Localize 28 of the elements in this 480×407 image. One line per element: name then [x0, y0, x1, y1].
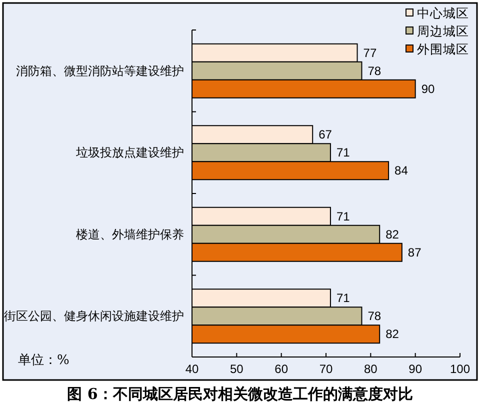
data-label: 71	[336, 146, 350, 160]
legend-label: 外围城区	[417, 42, 469, 56]
x-tick-label: 100	[450, 362, 470, 376]
data-label: 71	[336, 291, 350, 306]
data-label: 78	[368, 309, 382, 324]
data-label: 82	[386, 327, 400, 342]
text: 单位：%	[18, 353, 70, 368]
x-tick-label: 50	[230, 362, 244, 376]
x-tick-label: 90	[408, 362, 422, 376]
data-label: 90	[421, 82, 436, 96]
x-tick-label: 60	[274, 362, 288, 376]
data-label: 71	[336, 209, 350, 224]
x-tick-label: 80	[364, 362, 378, 376]
x-tick-label: 40	[185, 362, 199, 376]
legend-label: 中心城区	[417, 6, 469, 20]
data-label: 84	[394, 164, 408, 178]
y-tick-label: 消防箱、微型消防站等建设维护	[16, 64, 184, 78]
text: 图 6：不同城区居民对相关微改造工作的满意度对比	[67, 385, 413, 403]
legend-label: 周边城区	[417, 24, 469, 38]
x-tick-label: 70	[319, 362, 333, 376]
data-label: 82	[386, 227, 400, 242]
y-tick-label: 垃圾投放点建设维护	[75, 146, 184, 160]
y-tick-label: 街区公园、健身休闲设施建设维护	[4, 309, 184, 324]
data-label: 67	[318, 128, 332, 142]
data-label: 78	[368, 64, 382, 78]
data-label: 87	[408, 245, 422, 260]
y-tick-label: 楼道、外墙维护保养	[76, 227, 184, 242]
data-label: 77	[363, 46, 377, 60]
